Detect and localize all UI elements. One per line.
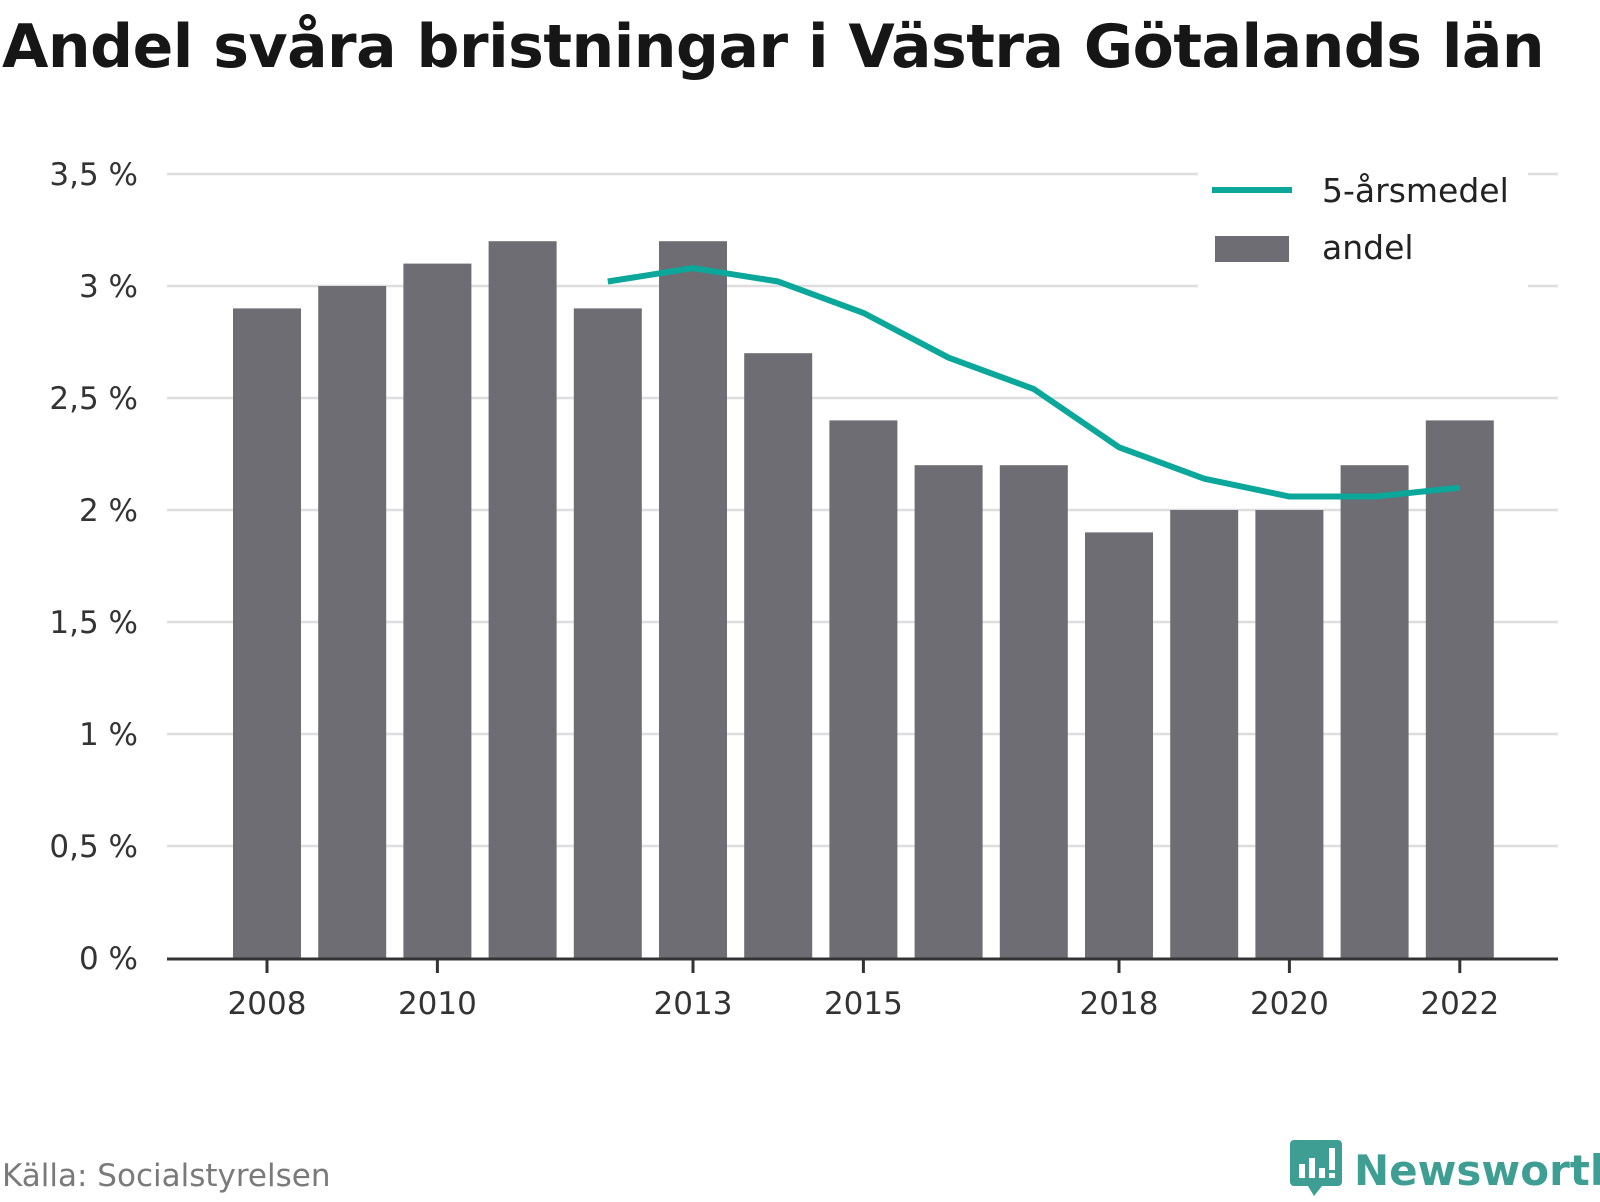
x-tick-label: 2008 xyxy=(228,986,307,1022)
legend-background xyxy=(1198,160,1528,288)
bar xyxy=(829,420,898,958)
bar xyxy=(1425,420,1494,958)
bar xyxy=(999,465,1068,958)
bar xyxy=(233,308,301,958)
bar-series xyxy=(233,241,1494,959)
y-axis-labels: 0 % 0,5 % 1 % 1,5 % 2 % 2,5 % 3 % 3,5 % xyxy=(49,157,138,977)
five-year-average-line xyxy=(607,265,1461,500)
bar xyxy=(744,353,813,958)
bar xyxy=(488,241,557,958)
legend: 5-årsmedel andel xyxy=(1198,160,1528,288)
x-tick-label: 2020 xyxy=(1250,986,1329,1022)
bar xyxy=(914,465,983,958)
bar xyxy=(1085,532,1153,958)
y-tick-label: 0 % xyxy=(79,941,138,977)
source-note: Källa: Socialstyrelsen xyxy=(2,1158,331,1194)
bar xyxy=(659,241,727,958)
y-tick-label: 3,5 % xyxy=(49,157,138,193)
bar xyxy=(1255,510,1324,958)
x-axis-labels: 2008 2010 2013 2015 2018 2020 2022 xyxy=(228,986,1500,1022)
x-tick-label: 2010 xyxy=(398,986,477,1022)
legend-bar-swatch xyxy=(1215,236,1289,262)
y-tick-label: 2,5 % xyxy=(49,381,138,417)
bar xyxy=(573,308,642,958)
chart-title: Andel svåra bristningar i Västra Götalan… xyxy=(2,12,1545,82)
y-tick-label: 2 % xyxy=(79,493,138,529)
bar xyxy=(1170,510,1239,958)
x-tick-label: 2022 xyxy=(1420,986,1499,1022)
line-series xyxy=(607,265,1461,500)
newsworthy-logo-icon xyxy=(1290,1138,1342,1202)
brand-name: Newsworthy xyxy=(1354,1145,1600,1195)
y-tick-label: 1 % xyxy=(79,717,138,753)
x-tick-label: 2018 xyxy=(1080,986,1159,1022)
legend-label-bar: andel xyxy=(1322,228,1414,267)
bar xyxy=(318,286,387,958)
y-tick-label: 3 % xyxy=(79,269,138,305)
y-tick-label: 1,5 % xyxy=(49,605,138,641)
y-tick-label: 0,5 % xyxy=(49,829,138,865)
x-axis xyxy=(167,957,1558,973)
brand-logo[interactable]: Newsworthy xyxy=(1290,1140,1600,1200)
x-tick-label: 2015 xyxy=(824,986,903,1022)
x-tick-label: 2013 xyxy=(654,986,733,1022)
bar xyxy=(1340,465,1409,958)
legend-label-line: 5-årsmedel xyxy=(1322,171,1509,210)
bar xyxy=(403,263,472,959)
